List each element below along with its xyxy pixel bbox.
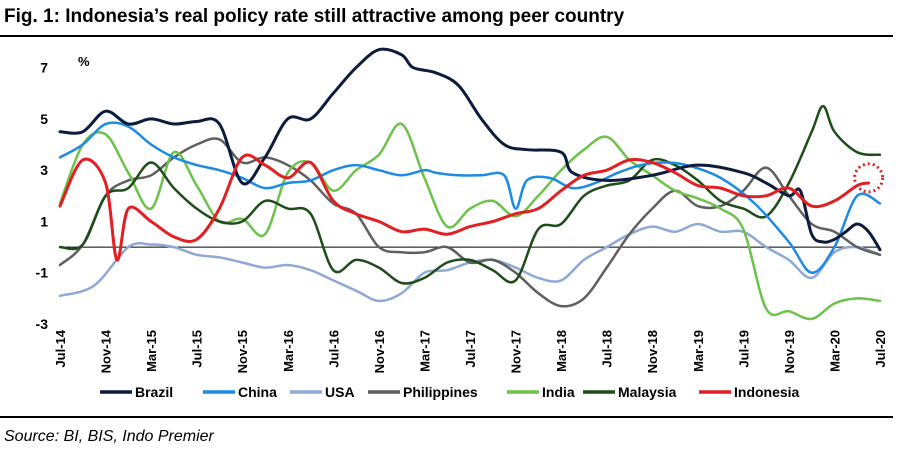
y-axis-unit-label: % xyxy=(78,54,90,69)
x-tick-label: Nov-14 xyxy=(99,329,114,373)
x-tick-label: Mar-16 xyxy=(281,330,296,372)
x-tick-label: Jul-16 xyxy=(326,330,341,368)
series-lines xyxy=(58,47,882,321)
y-tick-label: 1 xyxy=(40,213,48,229)
x-tick-label: Nov-16 xyxy=(372,330,387,373)
line-chart: 7 5 3 1 -1 -3 % Jul-14 Nov-14 Mar-15 Jul-15 Nov-1… xyxy=(36,47,888,400)
legend-label-philippines: Philippines xyxy=(403,384,478,400)
x-tick-label: Nov-15 xyxy=(235,330,250,373)
series-line-indonesia xyxy=(58,153,871,262)
x-tick-label: Nov-19 xyxy=(782,330,797,373)
x-tick-label: Jul-20 xyxy=(873,330,888,368)
source-note: Source: BI, BIS, Indo Premier xyxy=(4,428,214,445)
legend-label-india: India xyxy=(542,384,575,400)
y-tick-label: 3 xyxy=(40,162,48,178)
x-tick-label: Jul-18 xyxy=(600,330,615,368)
bottom-divider xyxy=(0,416,893,418)
x-tick-label: Jul-19 xyxy=(736,330,751,368)
x-tick-label: Mar-18 xyxy=(554,330,569,372)
chart-title: Fig. 1: Indonesia’s real policy rate sti… xyxy=(4,6,625,27)
legend-label-malaysia: Malaysia xyxy=(618,384,677,400)
x-tick-label: Jul-15 xyxy=(190,330,205,368)
y-tick-label: -1 xyxy=(36,265,49,281)
x-tick-label: Nov-18 xyxy=(645,330,660,373)
legend-label-china: China xyxy=(238,384,277,400)
x-tick-label: Nov-17 xyxy=(509,330,524,373)
highlight-circle xyxy=(853,162,885,194)
y-axis: 7 5 3 1 -1 -3 xyxy=(36,60,49,332)
legend: Brazil China USA Philippines India Malaysia In… xyxy=(100,384,800,400)
y-tick-label: 5 xyxy=(40,111,48,127)
x-axis: Jul-14 Nov-14 Mar-15 Jul-15 Nov-15 Mar-16 Jul-… xyxy=(53,329,888,373)
x-tick-label: Mar-20 xyxy=(827,330,842,372)
y-tick-label: -3 xyxy=(36,316,49,332)
x-tick-label: Mar-19 xyxy=(691,330,706,372)
highlight-marker xyxy=(853,162,885,194)
x-tick-label: Mar-17 xyxy=(417,330,432,372)
title-divider xyxy=(0,35,893,37)
series-line-china xyxy=(58,121,882,274)
series-line-india xyxy=(58,122,882,321)
y-tick-label: 7 xyxy=(40,60,48,76)
x-tick-label: Jul-14 xyxy=(53,329,68,367)
x-tick-label: Mar-15 xyxy=(144,330,159,372)
series-line-brazil xyxy=(58,47,882,252)
legend-label-brazil: Brazil xyxy=(135,384,173,400)
series-line-philippines xyxy=(58,137,882,308)
x-tick-label: Jul-17 xyxy=(463,330,478,368)
series-line-malaysia xyxy=(58,104,882,285)
legend-label-usa: USA xyxy=(325,384,355,400)
legend-label-indonesia: Indonesia xyxy=(734,384,800,400)
